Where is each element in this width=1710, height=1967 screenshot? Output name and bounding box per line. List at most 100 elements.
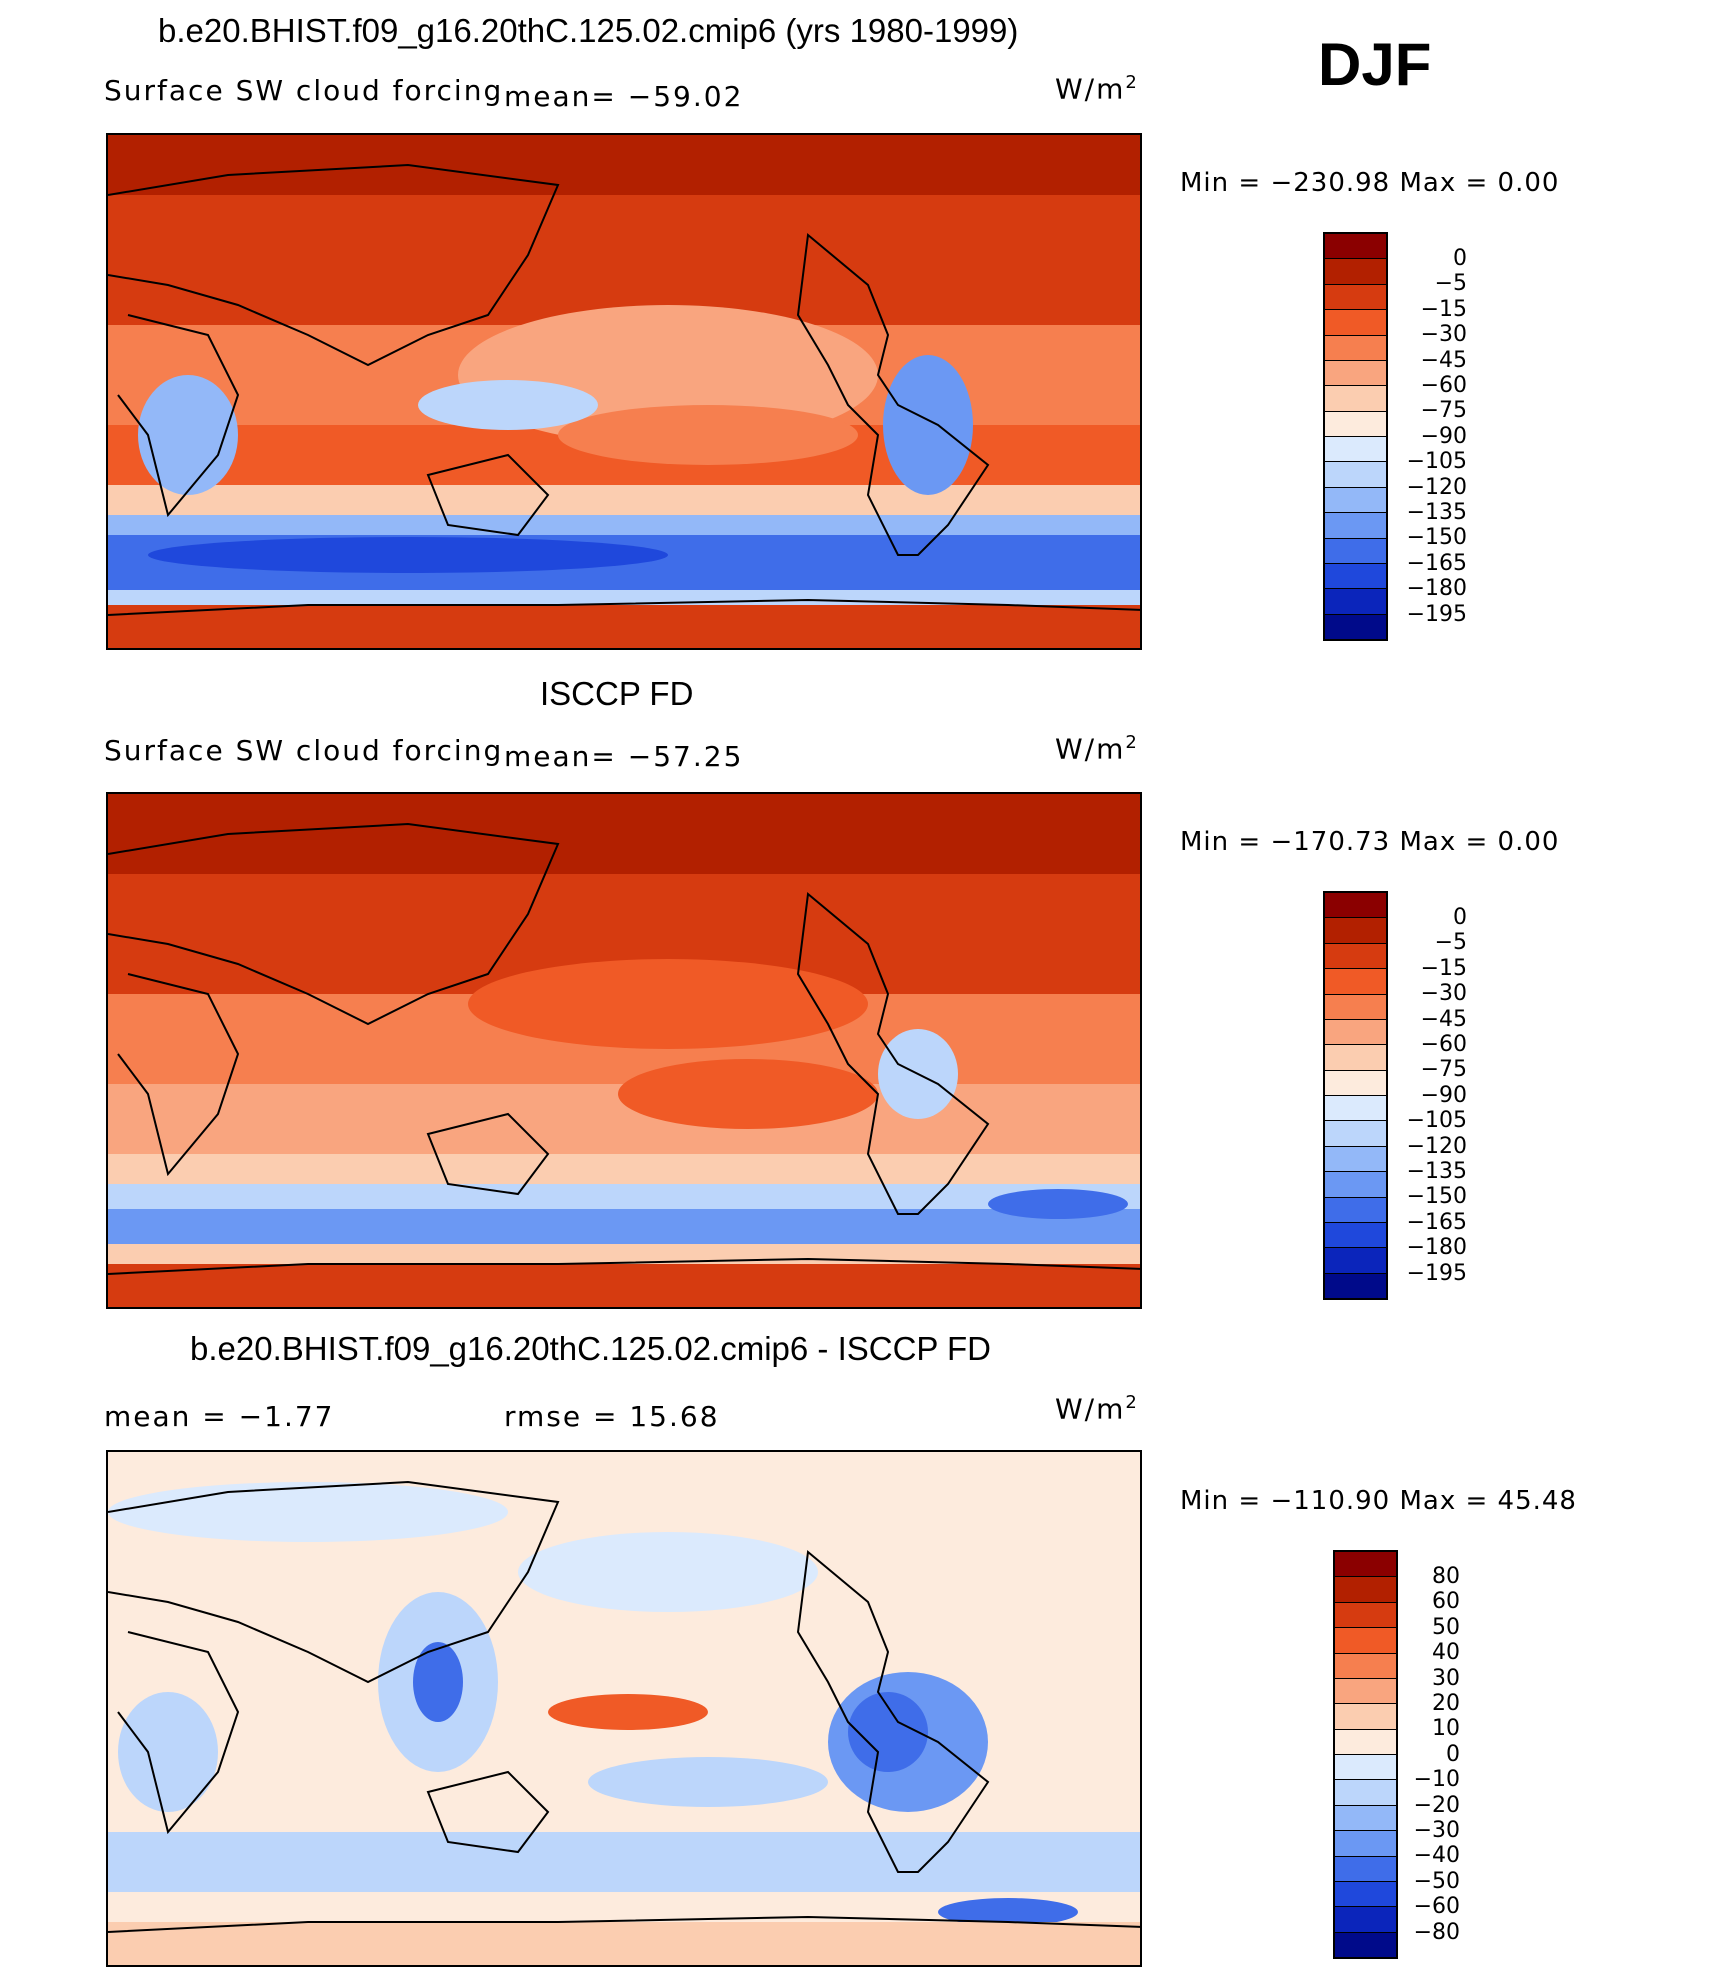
colorbar-tick-label: −60 — [1420, 1032, 1467, 1058]
map-coastline-americas — [796, 1550, 990, 1873]
map-feature-storm-core — [148, 537, 668, 573]
map-feature-west-pacific-core — [413, 1642, 463, 1722]
panel1-min-max: Min = −230.98 Max = 0.00 — [1180, 168, 1560, 198]
colorbar-tick-label: −105 — [1406, 1108, 1467, 1134]
map-band-arctic — [108, 794, 1140, 874]
colorbar-segment — [1325, 1070, 1386, 1096]
colorbar-segment — [1335, 1628, 1396, 1654]
map-coastline-africa — [117, 1631, 240, 1835]
colorbar-tick-label: −30 — [1420, 981, 1467, 1007]
panel1-map-svg — [108, 135, 1140, 648]
colorbar-segment — [1325, 969, 1386, 995]
colorbar-tick-label: 0 — [1453, 246, 1467, 271]
colorbar-segment — [1325, 360, 1386, 387]
map-feature-warm-pool — [418, 380, 598, 430]
colorbar-segment — [1335, 1577, 1396, 1603]
colorbar-segment — [1325, 1197, 1386, 1223]
panel3-min-max: Min = −110.90 Max = 45.48 — [1180, 1486, 1577, 1516]
colorbar-tick-label: −30 — [1413, 1818, 1460, 1844]
colorbar-segment — [1335, 1932, 1396, 1957]
map-coastline-antarctica — [108, 598, 1140, 616]
map-coastline-antarctica — [108, 1257, 1140, 1275]
map-coastline-eurasia — [108, 1480, 560, 1684]
map-feature-storm-core — [988, 1189, 1128, 1219]
panel3-rmse-label: rmse = 15.68 — [504, 1400, 720, 1433]
colorbar-tick-label: −10 — [1413, 1767, 1460, 1793]
colorbar-segment — [1325, 513, 1386, 539]
colorbar-tick-label: −75 — [1420, 398, 1467, 424]
colorbar-segment — [1325, 234, 1386, 260]
colorbar-tick-label: −20 — [1413, 1792, 1460, 1818]
colorbar-segment — [1335, 1552, 1396, 1578]
colorbar-segment — [1325, 994, 1386, 1020]
colorbar-segment — [1335, 1907, 1396, 1933]
colorbar-segment — [1335, 1856, 1396, 1882]
panel2-map — [106, 792, 1142, 1309]
map-coastline-americas — [796, 892, 990, 1215]
colorbar-tick-label: −5 — [1434, 271, 1467, 297]
colorbar-tick-label: −60 — [1420, 373, 1467, 399]
map-band-sh-high — [108, 1244, 1140, 1264]
colorbar-tick-label: 60 — [1432, 1589, 1460, 1615]
colorbar-tick-label: −75 — [1420, 1057, 1467, 1083]
map-feature-southern-core — [938, 1898, 1078, 1926]
map-feature-pacific-core — [558, 405, 858, 465]
map-coastline-australia — [426, 453, 550, 537]
panel2-min-max: Min = −170.73 Max = 0.00 — [1180, 827, 1560, 857]
panel2-colorbar-ticks: 0 −5 −15 −30 −45 −60 −75 −90 −105 −120 −135 −150 −16… — [1395, 905, 1467, 1286]
colorbar-segment — [1325, 563, 1386, 590]
panel3-map-svg — [108, 1452, 1140, 1965]
map-feature-pacific-nh — [518, 1532, 818, 1612]
panel2-map-svg — [108, 794, 1140, 1307]
panel3-mean-label: mean = −1.77 — [104, 1400, 335, 1433]
panel2-colorbar — [1323, 891, 1388, 1300]
colorbar-tick-label: −90 — [1420, 1082, 1467, 1108]
map-coastline-australia — [426, 1112, 550, 1196]
colorbar-segment — [1325, 1019, 1386, 1046]
panel3-unit-label: W/m2 — [1055, 1392, 1139, 1426]
colorbar-tick-label: −120 — [1406, 1133, 1467, 1159]
colorbar-tick-label: 30 — [1432, 1665, 1460, 1691]
map-feature-pacific-sh — [618, 1059, 878, 1129]
panel3-title: b.e20.BHIST.f09_g16.20thC.125.02.cmip6 -… — [190, 1330, 991, 1367]
panel1-unit-label: W/m2 — [1055, 72, 1139, 106]
colorbar-segment — [1325, 1121, 1386, 1147]
map-feature-pacific — [468, 959, 868, 1049]
colorbar-segment — [1325, 487, 1386, 514]
colorbar-segment — [1335, 1653, 1396, 1679]
colorbar-segment — [1325, 335, 1386, 361]
map-feature-sa-core — [848, 1692, 928, 1772]
map-band-southern — [108, 1832, 1140, 1892]
map-band-antarctic — [108, 1922, 1140, 1965]
panel1-map — [106, 133, 1142, 650]
map-coastline-eurasia — [108, 163, 560, 367]
colorbar-segment — [1325, 589, 1386, 615]
colorbar-segment — [1325, 943, 1386, 970]
colorbar-segment — [1325, 411, 1386, 437]
map-feature-africa — [118, 1692, 218, 1812]
colorbar-segment — [1325, 1096, 1386, 1122]
colorbar-segment — [1335, 1881, 1396, 1908]
panel3-map — [106, 1450, 1142, 1967]
map-coastline-antarctica — [108, 1915, 1140, 1933]
panel3-colorbar — [1333, 1550, 1398, 1959]
map-coastline-africa — [117, 973, 240, 1177]
colorbar-tick-label: −15 — [1420, 296, 1467, 322]
colorbar-segment — [1325, 386, 1386, 412]
colorbar-segment — [1335, 1831, 1396, 1857]
colorbar-tick-label: −40 — [1413, 1843, 1460, 1869]
colorbar-segment — [1325, 1146, 1386, 1173]
colorbar-tick-label: −195 — [1406, 1260, 1467, 1286]
panel1-colorbar — [1323, 232, 1388, 641]
colorbar-tick-label: −195 — [1406, 601, 1467, 627]
panel2-unit-label: W/m2 — [1055, 732, 1139, 766]
map-feature-itcz — [548, 1694, 708, 1730]
colorbar-tick-label: 40 — [1432, 1640, 1460, 1666]
colorbar-tick-label: −105 — [1406, 449, 1467, 475]
colorbar-segment — [1335, 1678, 1396, 1705]
colorbar-tick-label: −180 — [1406, 1235, 1467, 1261]
colorbar-tick-label: 10 — [1432, 1716, 1460, 1742]
map-band-arctic — [108, 135, 1140, 195]
colorbar-tick-label: 20 — [1432, 1691, 1460, 1717]
colorbar-tick-label: −30 — [1420, 322, 1467, 348]
